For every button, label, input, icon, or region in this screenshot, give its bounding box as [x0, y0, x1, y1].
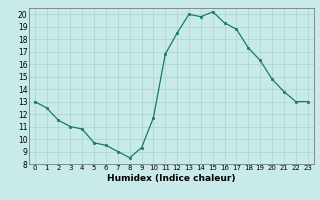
X-axis label: Humidex (Indice chaleur): Humidex (Indice chaleur) [107, 174, 236, 183]
